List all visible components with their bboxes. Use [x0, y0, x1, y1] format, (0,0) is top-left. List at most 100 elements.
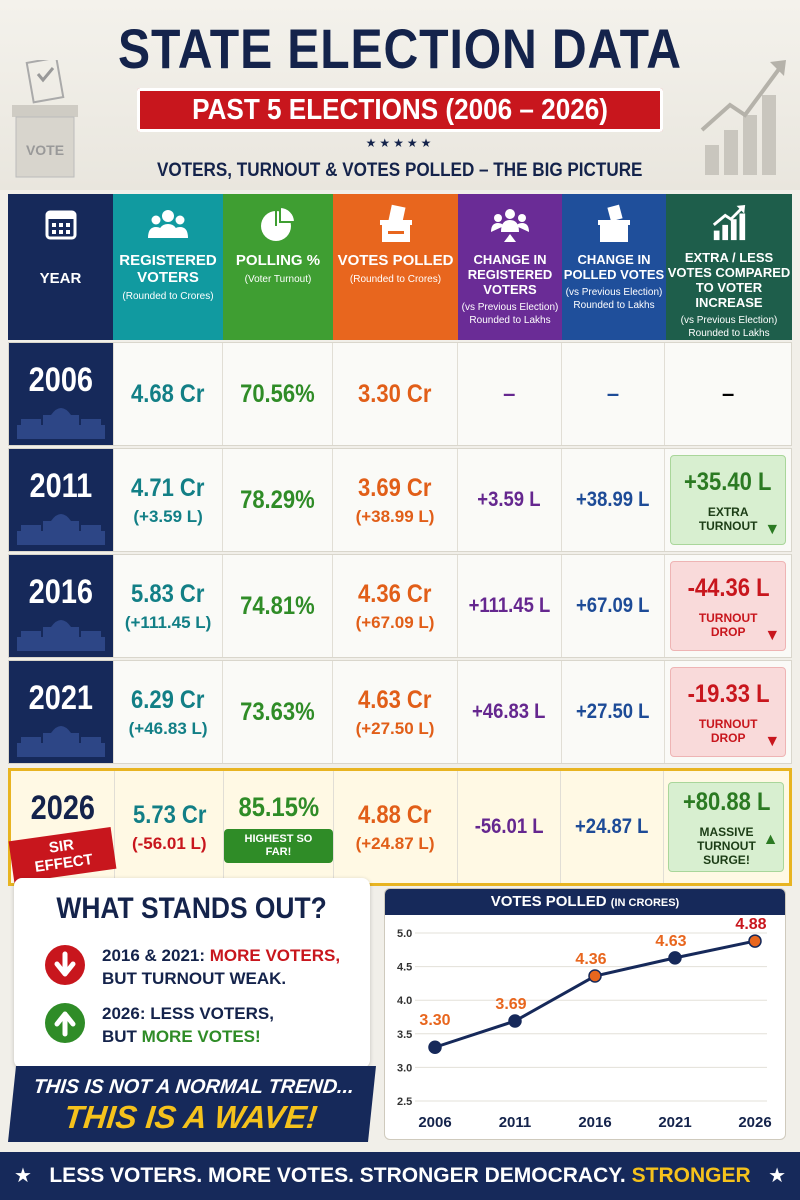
tagline: VOTERS, TURNOUT & VOTES POLLED – THE BIG…	[0, 160, 800, 182]
table-row: 2016 5.83 Cr (+111.45 L) 74.81% 4.36 Cr …	[8, 554, 792, 658]
x-tick-label: 2016	[578, 1114, 611, 1131]
registered-value: 4.71 Cr	[131, 473, 205, 502]
header-change-registered-label: CHANGE IN REGISTERED VOTERS	[467, 252, 553, 297]
header-change-registered: CHANGE IN REGISTERED VOTERS (vs Previous…	[458, 194, 562, 340]
year-label: 2021	[28, 679, 94, 717]
header-year: YEAR	[8, 194, 113, 340]
change-registered-value: +111.45 L	[468, 594, 551, 617]
table-row: 2006 4.68 Cr 70.56% 3.30 Cr – – –	[8, 342, 792, 446]
building-icon	[17, 408, 105, 439]
change-polled-value: +38.99 L	[576, 488, 650, 511]
change-polled-value: –	[606, 381, 620, 406]
polling-value: 85.15%	[238, 791, 319, 822]
point2-highlight: MORE VOTES!	[141, 1027, 261, 1046]
subtitle-banner: PAST 5 ELECTIONS (2006 – 2026)	[137, 88, 663, 132]
votes-cell: 4.63 Cr (+27.50 L)	[333, 661, 458, 763]
header-registered-label: REGISTERED VOTERS	[119, 252, 217, 286]
change-registered-value: +3.59 L	[477, 488, 541, 511]
registered-value: 5.73 Cr	[132, 800, 206, 829]
change-registered-cell: +46.83 L	[458, 661, 562, 763]
registered-change: (+46.83 L)	[128, 718, 208, 738]
change-registered-cell: +3.59 L	[458, 449, 562, 551]
polling-value: 78.29%	[240, 485, 316, 514]
point1-highlight: MORE VOTERS,	[209, 946, 341, 965]
polling-cell: 78.29%	[223, 449, 334, 551]
year-cell: 2011	[9, 449, 114, 551]
table-row: 2021 6.29 Cr (+46.83 L) 73.63% 4.63 Cr (…	[8, 660, 792, 764]
extra-label: EXTRA TURNOUT	[698, 504, 758, 533]
polling-cell: 70.56%	[223, 343, 334, 445]
extra-label: TURNOUT DROP	[698, 610, 758, 639]
registered-cell: 6.29 Cr (+46.83 L)	[114, 661, 224, 763]
data-label: 3.30	[419, 1012, 450, 1029]
header-extra-note: (vs Previous Election) Rounded to Lakhs	[680, 315, 778, 339]
change-polled-value: +67.09 L	[576, 594, 650, 617]
data-point	[588, 969, 602, 983]
y-tick-label: 2.5	[397, 1096, 412, 1108]
pie-chart-icon	[261, 205, 297, 241]
change-polled-cell: +27.50 L	[562, 661, 666, 763]
tagline-text: VOTERS, TURNOUT & VOTES POLLED – THE BIG…	[157, 160, 643, 181]
election-table: YEAR REGISTERED VOTERS (Rounded to Crore…	[8, 194, 792, 886]
polling-cell: 73.63%	[223, 661, 334, 763]
votes-cell: 3.69 Cr (+38.99 L)	[333, 449, 458, 551]
calendar-icon	[45, 210, 76, 240]
change-polled-cell: +67.09 L	[562, 555, 666, 657]
standout-point-1-text: 2016 & 2021: MORE VOTERS, BUT TURNOUT WE…	[102, 944, 340, 990]
data-point	[428, 1040, 442, 1054]
votes-cell: 4.88 Cr (+24.87 L)	[334, 771, 458, 883]
votes-change: (+38.99 L)	[355, 506, 435, 526]
data-label: 4.36	[575, 951, 606, 968]
subtitle-text: PAST 5 ELECTIONS (2006 – 2026)	[192, 94, 608, 126]
extra-box: -19.33 L TURNOUT DROP ▼	[670, 667, 787, 757]
extra-value: –	[722, 381, 735, 406]
y-tick-label: 3.5	[397, 1029, 412, 1041]
chart-title-unit: (IN CRORES)	[610, 897, 680, 909]
growth-chart-icon	[700, 60, 786, 175]
extra-value: -44.36 L	[687, 573, 770, 602]
x-tick-label: 2021	[658, 1114, 691, 1131]
wave-banner: THIS IS NOT A NORMAL TREND... THIS IS A …	[8, 1066, 376, 1142]
polling-cell: 85.15% HIGHEST SO FAR!	[224, 771, 334, 883]
extra-cell: +80.88 L MASSIVE TURNOUT SURGE! ▲	[664, 771, 789, 883]
extra-cell: –	[665, 343, 791, 445]
wave-line-2: THIS IS A WAVE!	[62, 1099, 320, 1135]
decorative-stars: ★★★★★	[365, 136, 435, 150]
header: VOTE STATE ELECTION DATA PAST 5 ELECTION…	[0, 0, 800, 190]
header-extra-label: EXTRA / LESS VOTES COMPARED TO VOTER INC…	[667, 250, 791, 310]
arrow-up-icon: ▲	[762, 831, 779, 848]
header-registered: REGISTERED VOTERS (Rounded to Crores)	[113, 194, 223, 340]
data-point	[748, 934, 762, 948]
x-tick-label: 2026	[738, 1114, 771, 1131]
footer-highlight: STRONGER MANDATE.	[631, 1164, 751, 1187]
table-row-highlight: 2026 SIR EFFECT 5.73 Cr (-56.01 L) 85.15…	[8, 768, 792, 886]
data-label: 4.63	[655, 933, 686, 950]
change-registered-cell: +111.45 L	[458, 555, 562, 657]
extra-label: MASSIVE TURNOUT SURGE!	[697, 824, 756, 867]
y-tick-label: 4.0	[397, 995, 412, 1007]
votes-value: 3.30 Cr	[358, 379, 432, 408]
year-label: 2006	[28, 361, 94, 399]
polling-value: 74.81%	[240, 591, 316, 620]
extra-box: -44.36 L TURNOUT DROP ▼	[670, 561, 787, 651]
votes-change: (+27.50 L)	[355, 718, 435, 738]
table-row: 2011 4.71 Cr (+3.59 L) 78.29% 3.69 Cr (+…	[8, 448, 792, 552]
extra-cell: -19.33 L TURNOUT DROP ▼	[665, 661, 791, 763]
registered-value: 4.68 Cr	[131, 379, 205, 408]
registered-cell: 4.68 Cr	[114, 343, 224, 445]
x-tick-label: 2011	[499, 1114, 532, 1131]
registered-change: (-56.01 L)	[131, 833, 207, 853]
star-icon: ★	[14, 1165, 32, 1187]
vote-cast-icon	[598, 204, 630, 242]
wave-line-1: THIS IS NOT A NORMAL TREND...	[32, 1076, 356, 1098]
header-extra: EXTRA / LESS VOTES COMPARED TO VOTER INC…	[666, 194, 792, 340]
registered-change: (+3.59 L)	[133, 506, 203, 526]
extra-value: +80.88 L	[682, 787, 771, 816]
header-change-polled: CHANGE IN POLLED VOTES (vs Previous Elec…	[562, 194, 666, 340]
change-registered-value: –	[503, 381, 516, 406]
sir-effect-tag: SIR EFFECT	[8, 827, 117, 883]
header-polling: POLLING % (Voter Turnout)	[223, 194, 333, 340]
building-icon	[17, 620, 105, 651]
extra-box: +35.40 L EXTRA TURNOUT ▼	[670, 455, 787, 545]
y-tick-label: 3.0	[397, 1062, 412, 1074]
